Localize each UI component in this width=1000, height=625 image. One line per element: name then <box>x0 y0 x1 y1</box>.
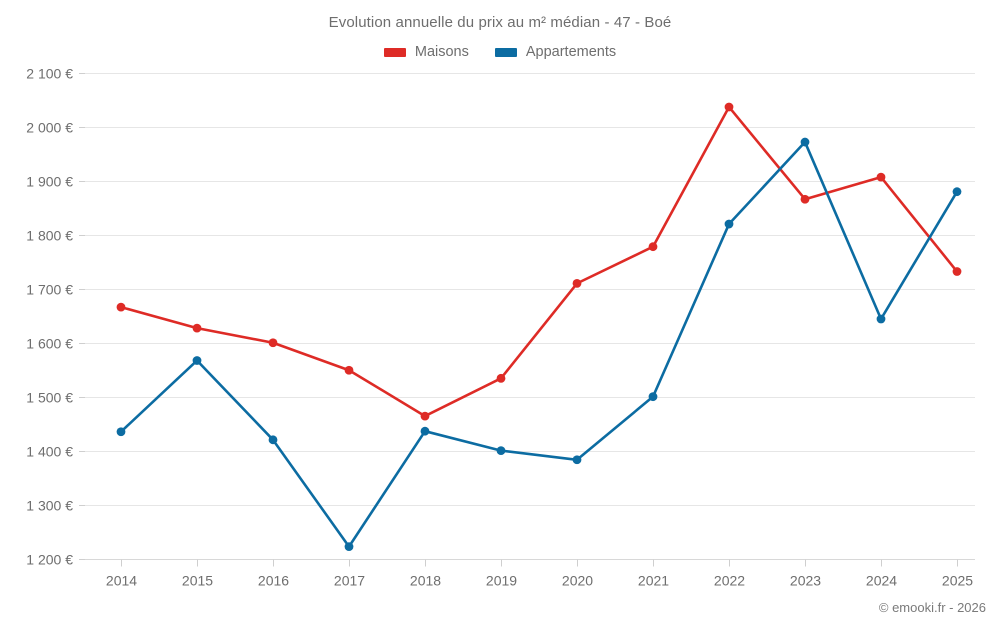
x-tick-label: 2019 <box>486 573 517 589</box>
legend-label-maisons: Maisons <box>414 44 469 60</box>
legend-item-maisons[interactable]: Maisons <box>383 44 469 60</box>
footer-credit: © emooki.fr - 2026 <box>878 600 986 615</box>
data-point-maisons-2014[interactable] <box>116 302 126 312</box>
x-tick-label: 2017 <box>334 573 365 589</box>
legend-swatch-appartements-icon <box>494 47 517 57</box>
y-axis-ticks: 1 200 € 1 300 € 1 400 € 1 500 € 1 600 € 1 700… <box>26 66 85 568</box>
y-tick-label: 1 900 € <box>26 174 73 190</box>
y-tick-label: 2 100 € <box>26 66 73 82</box>
y-tick-label: 1 400 € <box>26 444 73 460</box>
legend-label-appartements: Appartements <box>525 44 617 60</box>
x-tick-label: 2014 <box>106 573 137 589</box>
data-point-appartements-2019[interactable] <box>496 446 506 456</box>
chart-title: Evolution annuelle du prix au m² médian … <box>328 14 672 31</box>
x-tick-label: 2015 <box>182 573 213 589</box>
series-line-appartements <box>119 140 959 548</box>
legend-swatch-maisons-icon <box>383 47 406 57</box>
data-point-appartements-2016[interactable] <box>268 435 278 445</box>
x-tick-label: 2025 <box>942 573 973 589</box>
x-axis-ticks: 2014 2015 2016 2017 2018 2019 2020 2021 2022 2023… <box>106 559 973 589</box>
data-point-maisons-2024[interactable] <box>876 172 886 182</box>
data-point-maisons-2025[interactable] <box>952 267 962 276</box>
data-point-maisons-2022[interactable] <box>724 102 734 112</box>
data-point-appartements-2024[interactable] <box>876 314 886 324</box>
data-point-appartements-2018[interactable] <box>420 426 430 436</box>
data-point-appartements-2014[interactable] <box>116 427 126 437</box>
data-point-maisons-2015[interactable] <box>192 323 202 333</box>
data-point-appartements-2023[interactable] <box>800 137 810 147</box>
x-tick-label: 2023 <box>790 573 821 589</box>
x-tick-label: 2021 <box>638 573 669 589</box>
data-point-appartements-2017[interactable] <box>344 542 354 552</box>
x-tick-label: 2022 <box>714 573 745 589</box>
chart-legend: Maisons Appartements <box>0 44 1000 60</box>
data-point-appartements-2020[interactable] <box>572 455 582 465</box>
y-tick-label: 1 200 € <box>26 552 73 568</box>
x-tick-label: 2020 <box>562 573 593 589</box>
y-tick-label: 1 300 € <box>26 498 73 514</box>
y-gridlines <box>85 73 975 560</box>
data-point-maisons-2018[interactable] <box>420 411 430 421</box>
data-point-appartements-2015[interactable] <box>192 356 202 365</box>
data-point-maisons-2020[interactable] <box>572 278 582 288</box>
data-point-maisons-2017[interactable] <box>344 365 354 375</box>
data-point-maisons-2023[interactable] <box>800 194 810 204</box>
y-tick-label: 1 600 € <box>26 336 73 352</box>
x-tick-label: 2016 <box>258 573 289 589</box>
y-tick-label: 2 000 € <box>26 120 73 136</box>
data-point-maisons-2019[interactable] <box>496 373 506 383</box>
data-point-appartements-2022[interactable] <box>724 219 734 229</box>
series-line-maisons <box>119 105 959 418</box>
data-point-maisons-2021[interactable] <box>648 242 658 252</box>
data-point-maisons-2016[interactable] <box>268 338 278 348</box>
data-series <box>116 102 962 552</box>
x-tick-label: 2024 <box>866 573 897 589</box>
x-tick-label: 2018 <box>410 573 441 589</box>
data-point-appartements-2021[interactable] <box>648 392 658 402</box>
y-tick-label: 1 500 € <box>26 390 73 406</box>
y-tick-label: 1 800 € <box>26 228 73 244</box>
data-point-appartements-2025[interactable] <box>952 187 962 197</box>
legend-item-appartements[interactable]: Appartements <box>494 44 617 60</box>
y-tick-label: 1 700 € <box>26 282 73 298</box>
